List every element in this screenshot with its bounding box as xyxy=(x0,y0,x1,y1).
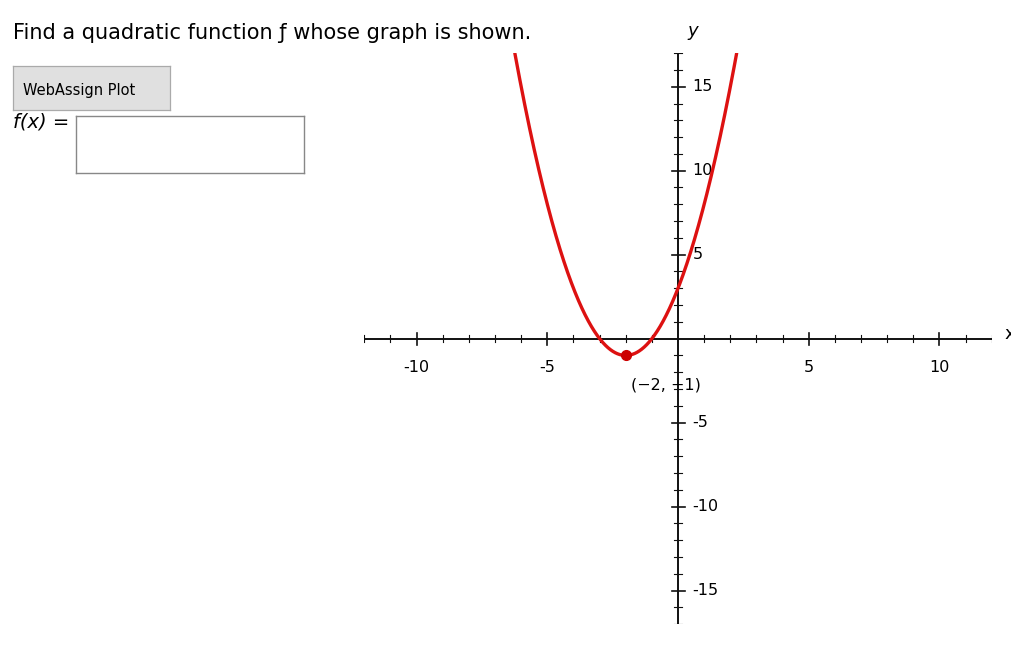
Text: 15: 15 xyxy=(692,79,712,94)
Text: WebAssign Plot: WebAssign Plot xyxy=(22,82,134,98)
Text: -5: -5 xyxy=(692,415,708,430)
Text: 5: 5 xyxy=(803,361,813,375)
Text: 5: 5 xyxy=(692,247,702,262)
Text: 10: 10 xyxy=(928,361,948,375)
Text: -15: -15 xyxy=(692,583,718,598)
Text: Find a quadratic function ƒ whose graph is shown.: Find a quadratic function ƒ whose graph … xyxy=(13,23,531,43)
Text: x: x xyxy=(1004,325,1011,343)
Text: 10: 10 xyxy=(692,163,712,178)
Text: -5: -5 xyxy=(539,361,555,375)
Text: (−2, −1): (−2, −1) xyxy=(631,377,701,392)
Text: y: y xyxy=(686,22,698,40)
Text: f(x) =: f(x) = xyxy=(13,113,70,132)
Text: -10: -10 xyxy=(692,499,718,514)
Text: -10: -10 xyxy=(403,361,430,375)
